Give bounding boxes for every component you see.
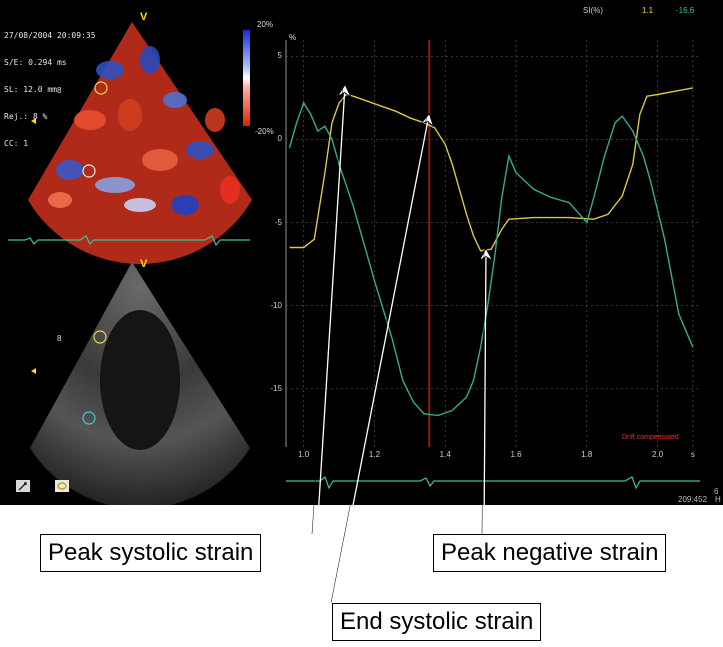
- focus-triangle-upper: [31, 118, 36, 124]
- echo-panel: [8, 22, 700, 505]
- view-marker-upper: V: [140, 11, 148, 23]
- header-line: 27/08/2004 20:09:35: [4, 31, 96, 40]
- color-doppler-speckle: [48, 46, 240, 215]
- header-line: Rej.: 8 %: [4, 112, 48, 121]
- x-tick-label: 1.4: [439, 450, 451, 459]
- y-axis-unit: %: [289, 33, 297, 42]
- view-marker-lower: V: [140, 258, 148, 270]
- chart-header-title: SI(%): [583, 6, 603, 15]
- scale-top-label: 20%: [257, 20, 274, 29]
- x-tick-label: 1.6: [510, 450, 522, 459]
- x-tick-label: 2.0: [651, 450, 664, 459]
- roi-marker-white-top[interactable]: [82, 164, 96, 178]
- header-line: S/E: 0.294 ms: [4, 58, 67, 67]
- ultrasound-screen: 27/08/2004 20:09:35 S/E: 0.294 ms SL: 12…: [0, 0, 723, 505]
- depth-marker-lower: 8: [57, 334, 62, 343]
- strain-curve-1: [289, 87, 694, 252]
- ecg-trace-lower: [286, 476, 700, 490]
- roi-marker-cyan-bottom[interactable]: [82, 411, 96, 425]
- y-tick-label: -15: [270, 383, 282, 393]
- echo-header: 27/08/2004 20:09:35 S/E: 0.294 ms SL: 12…: [4, 13, 96, 166]
- focus-triangle-lower: [31, 368, 36, 374]
- x-tick-label: s: [690, 450, 695, 459]
- chart-header-value-green: -16.6: [676, 6, 695, 15]
- ecg-trace-upper: [8, 235, 250, 247]
- y-tick-label: 5: [277, 51, 282, 61]
- color-scale-bar: [243, 30, 250, 126]
- header-line: SL: 12.0 mm: [4, 85, 57, 94]
- y-tick-label: -10: [270, 300, 282, 310]
- label-peak-negative: Peak negative strain: [433, 534, 667, 572]
- corner-value-1: 6: [714, 487, 719, 496]
- drift-note: Drift compensated: [622, 434, 679, 441]
- x-tick-label: 1.8: [581, 450, 593, 459]
- scale-bottom-label: -20%: [255, 127, 274, 136]
- chart-header-value-yellow: 1.1: [642, 6, 654, 15]
- strain-curve-2: [288, 101, 694, 417]
- x-tick-label: 1.2: [368, 450, 381, 459]
- header-line: CC: 1: [4, 139, 29, 148]
- label-peak-systolic: Peak systolic strain: [40, 534, 262, 572]
- lv-cavity: [100, 310, 180, 450]
- roi-marker-yellow-bottom[interactable]: [93, 330, 107, 344]
- label-end-systolic: End systolic strain: [332, 603, 542, 641]
- x-tick-label: 1.0: [298, 450, 310, 459]
- strain-chart: [285, 40, 700, 490]
- tool-icon[interactable]: [16, 480, 30, 492]
- capture-icon[interactable]: [55, 480, 69, 492]
- corner-value-2: 209:452: [678, 495, 707, 504]
- roi-marker-yellow-top[interactable]: [94, 81, 108, 95]
- corner-value-3: H: [715, 495, 721, 504]
- y-tick-label: -5: [274, 217, 282, 227]
- y-tick-label: 0: [277, 134, 282, 144]
- depth-marker-upper: 8: [57, 86, 62, 95]
